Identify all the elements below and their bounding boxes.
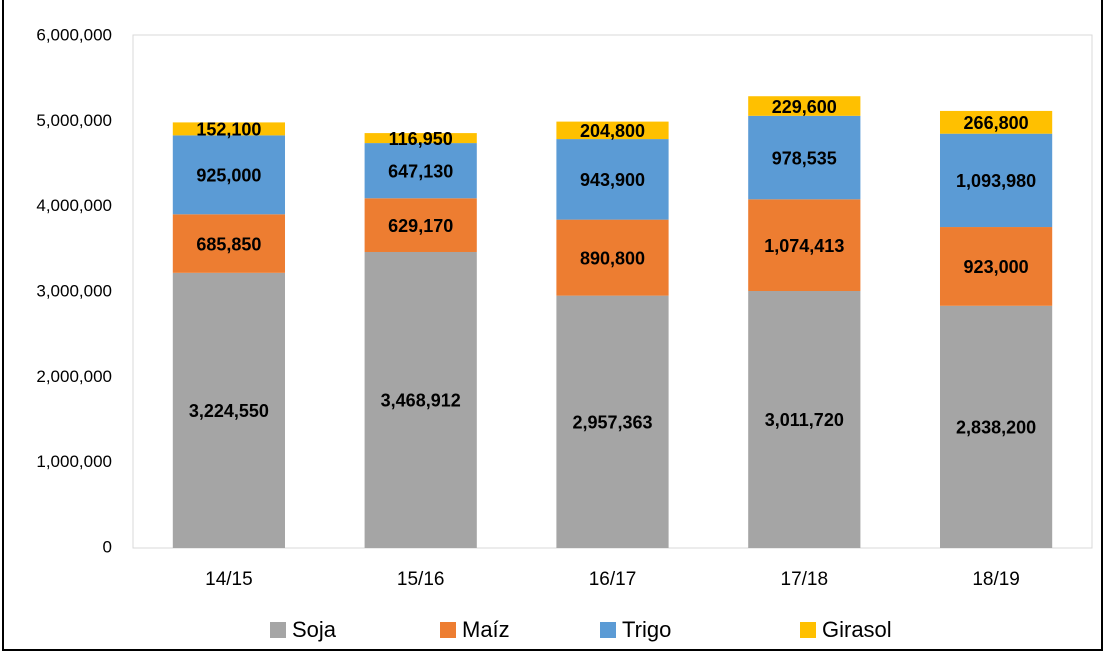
y-tick-label: 4,000,000 — [36, 196, 112, 215]
data-label: 152,100 — [196, 120, 261, 140]
bar-segment — [364, 143, 477, 199]
legend-label: Trigo — [622, 617, 671, 642]
x-tick-label: 17/18 — [781, 569, 829, 590]
y-tick-label: 6,000,000 — [36, 25, 112, 44]
bar-segment — [172, 135, 286, 215]
bar-segment — [172, 122, 286, 136]
y-tick-label: 5,000,000 — [36, 111, 112, 130]
data-label: 1,074,413 — [764, 236, 844, 256]
x-tick-label: 18/19 — [972, 569, 1020, 590]
bar-segment — [556, 139, 669, 220]
bar-segment — [748, 199, 861, 291]
data-label: 943,900 — [580, 170, 645, 190]
data-label: 204,800 — [580, 121, 645, 141]
data-label: 3,224,550 — [189, 401, 269, 421]
bar-segment — [364, 251, 477, 548]
y-tick-label: 1,000,000 — [36, 452, 112, 471]
data-label: 890,800 — [580, 248, 645, 268]
legend-swatch — [800, 622, 816, 638]
y-tick-label: 3,000,000 — [36, 281, 112, 300]
data-label: 629,170 — [388, 216, 453, 236]
legend-swatch — [440, 622, 456, 638]
bar-segment — [556, 219, 669, 296]
bar-segment — [939, 133, 1053, 228]
bar-segment — [172, 272, 286, 548]
x-tick-label: 14/15 — [205, 569, 253, 590]
bar-segment — [939, 227, 1053, 306]
y-tick-label: 0 — [103, 537, 112, 556]
bar-segment — [364, 198, 477, 252]
legend-label: Maíz — [462, 617, 510, 642]
bar-segment — [748, 96, 861, 116]
legend-label: Soja — [292, 617, 337, 642]
data-label: 116,950 — [389, 129, 453, 149]
data-label: 229,600 — [772, 97, 837, 117]
data-label: 978,535 — [772, 148, 837, 168]
x-tick-label: 16/17 — [589, 569, 637, 590]
y-tick-label: 2,000,000 — [36, 367, 112, 386]
bar-segment — [556, 295, 669, 548]
legend-swatch — [600, 622, 616, 638]
data-label: 925,000 — [196, 166, 261, 186]
legend-label: Girasol — [822, 617, 892, 642]
data-label: 923,000 — [964, 257, 1029, 277]
data-label: 266,800 — [964, 113, 1029, 133]
data-label: 647,130 — [388, 161, 453, 181]
bar-segment — [172, 214, 286, 273]
bar-segment — [748, 290, 861, 548]
data-label: 2,957,363 — [572, 413, 652, 433]
data-label: 1,093,980 — [956, 171, 1036, 191]
bar-segment — [364, 133, 477, 144]
data-label: 3,011,720 — [765, 410, 844, 430]
data-label: 685,850 — [196, 234, 261, 254]
legend-swatch — [270, 622, 286, 638]
x-tick-label: 15/16 — [397, 569, 445, 590]
bar-segment — [939, 110, 1053, 134]
data-label: 3,468,912 — [381, 391, 461, 411]
bar-segment — [939, 305, 1053, 548]
bar-segment — [748, 115, 861, 200]
bar-segment — [556, 121, 669, 140]
data-label: 2,838,200 — [956, 418, 1036, 438]
